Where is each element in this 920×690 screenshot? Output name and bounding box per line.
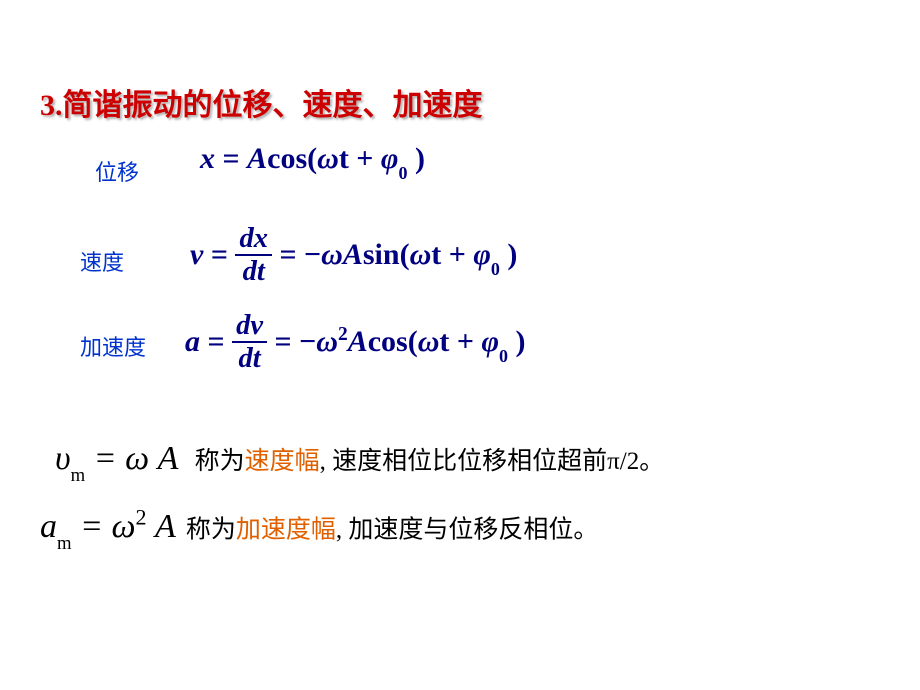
vm-eq: = ω A [85,440,178,477]
x-var: x [200,142,215,175]
num-dv: dv [232,310,267,343]
den-dt2: dt [232,343,267,374]
amp-A3: A [348,325,368,358]
t-plus3: t + [439,325,481,358]
sub02: 0 [491,259,500,279]
formula-displacement: x = Acos(ωt + φ0 ) [200,142,425,180]
explain-acceleration-amp: am = ω2 A 称为加速度幅, 加速度与位移反相位。 [40,505,598,551]
phi3: φ [481,325,499,358]
am-sup: 2 [136,505,147,530]
omega3b: ω [418,325,440,358]
vm-sub: m [71,465,86,486]
omega3: ω [316,325,338,358]
close2: ) [500,238,518,271]
omega1: ω [317,142,339,175]
close1: ) [407,142,425,175]
vm-v: υ [55,440,71,477]
neg1: − [304,238,321,271]
label-acceleration: 加速度 [80,330,146,362]
formula-velocity: v = dxdt = −ωAsin(ωt + φ0 ) [190,225,517,290]
r2-pre: 称为 [186,516,236,543]
am-eq1: = ω [72,508,136,545]
eq3b: = [267,325,299,358]
t-plus2: t + [431,238,473,271]
vm-math: υm = ω A [55,440,178,477]
sup2: 2 [338,324,348,345]
r1-post: , 速度相位比位移相位超前π/2。 [320,448,665,475]
omega2b: ω [410,238,432,271]
sub03: 0 [499,346,508,366]
a-var: a [185,325,200,358]
am-a: a [40,508,57,545]
r2-highlight: 加速度幅 [236,516,336,543]
sub01: 0 [398,163,407,183]
amp-A2: A [343,238,363,271]
den-dt1: dt [235,256,272,287]
section-title: 3.简谐振动的位移、速度、加速度 [40,80,483,124]
r2-post: , 加速度与位移反相位。 [336,516,599,543]
am-eq2: A [147,508,176,545]
v-var: v [190,238,203,271]
sin-open: sin( [363,238,410,271]
num-dx: dx [235,223,272,256]
t-plus1: t + [339,142,381,175]
label-displacement: 位移 [95,155,139,187]
frac-dxdt: dxdt [235,223,272,288]
eq3a: = [200,325,232,358]
cos-open2: cos( [368,325,418,358]
phi2: φ [473,238,491,271]
eq2b: = [272,238,304,271]
close3: ) [508,325,526,358]
eq1: = [215,142,247,175]
am-math: am = ω2 A [40,508,176,545]
explain-velocity-amp: υm = ω A 称为速度幅, 速度相位比位移相位超前π/2。 [55,440,664,483]
neg2: − [299,325,316,358]
omega2: ω [321,238,343,271]
label-velocity: 速度 [80,245,124,277]
amp-A: A [247,142,267,175]
frac-dvdt: dvdt [232,310,267,375]
am-sub: m [57,533,72,554]
cos-open: cos( [267,142,317,175]
r1-pre: 称为 [188,448,244,475]
r1-highlight: 速度幅 [245,448,320,475]
formula-acceleration: a = dvdt = −ω2Acos(ωt + φ0 ) [185,312,526,377]
phi1: φ [381,142,399,175]
eq2a: = [203,238,235,271]
